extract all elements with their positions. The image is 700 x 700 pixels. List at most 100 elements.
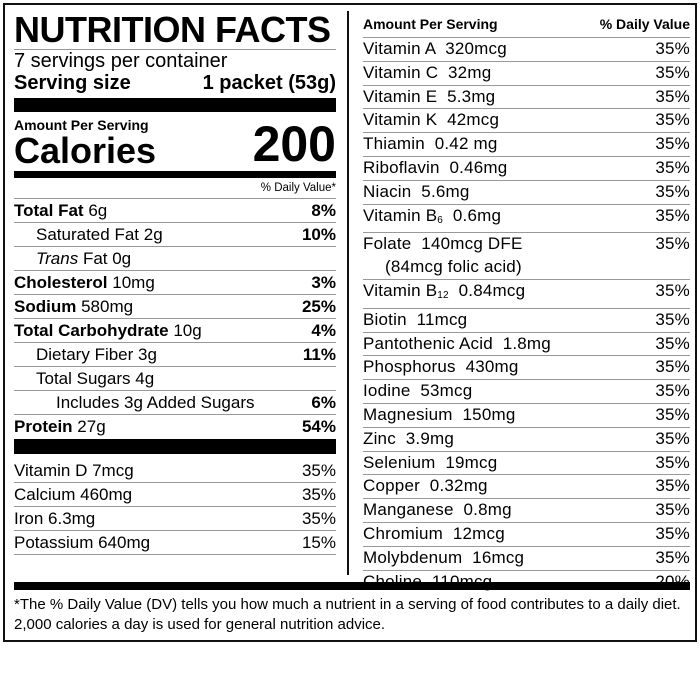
vitamin-text: Vitamin B12 0.84mcg	[363, 280, 525, 308]
vitamin-row: Phosphorus 430mg 35%	[363, 356, 690, 381]
vitamin-dv: 35%	[655, 205, 690, 225]
calories-value: 200	[252, 116, 336, 172]
nutrient-amount: 4g	[135, 369, 155, 388]
nutrient-name: Sodium	[14, 297, 77, 316]
vitamin-dv: 35%	[655, 333, 690, 353]
vitamin-text: Molybdenum 16mcg	[363, 547, 524, 570]
mineral-dv: 35%	[301, 509, 336, 528]
footnote: *The % Daily Value (DV) tells you how mu…	[14, 596, 681, 633]
nutrient-name: Total Carbohydrate	[14, 321, 169, 340]
vitamin-text: Copper 0.32mg	[363, 475, 488, 498]
vitamin-dv: 35%	[655, 86, 690, 106]
servings-per-container: 7 servings per container	[14, 50, 228, 72]
nutrition-facts-label: NUTRITION FACTS 7 servings per container…	[3, 3, 697, 642]
serving-size: Serving size 1 packet (53g)	[14, 72, 336, 94]
vitamin-dv: 35%	[655, 181, 690, 201]
vitamin-name: Riboflavin 0.46mg	[363, 157, 508, 177]
mineral-row: Vitamin D 7mcg 35%	[14, 459, 336, 483]
vitamin-text: Chromium 12mcg	[363, 523, 505, 546]
nutrient-row-cholesterol: Cholesterol 10mg 3%	[14, 271, 336, 295]
vitamin-text: Vitamin C 32mg	[363, 62, 491, 85]
right-column: Amount Per Serving % Daily Value Vitamin…	[363, 11, 690, 593]
vitamin-name: Selenium 19mcg	[363, 452, 498, 472]
vitamin-name: Biotin 11mcg	[363, 309, 468, 329]
vitamin-name: Molybdenum 16mcg	[363, 547, 525, 567]
vitamin-row: Magnesium 150mg 35%	[363, 404, 690, 428]
thick-divider	[14, 98, 336, 112]
vitamin-name: Magnesium 150mg	[363, 404, 516, 424]
calories-row: Amount Per Serving Calories 200	[14, 117, 336, 169]
vitamin-amount: 0.84mcg	[448, 280, 526, 300]
subscript: 12	[437, 289, 449, 301]
vitamin-row: Chromium 12mcg 35%	[363, 523, 690, 547]
vitamin-amount: 0.6mg	[443, 205, 502, 225]
vitamin-name: Chromium 12mcg	[363, 523, 505, 543]
vitamin-row: Vitamin K 42mcg 35%	[363, 109, 690, 134]
vitamin-name: Zinc 3.9mg	[363, 428, 455, 448]
vitamin-name: Pantothenic Acid 1.8mg	[363, 333, 551, 353]
vitamin-text: Biotin 11mcg	[363, 309, 467, 332]
vitamin-dv: 35%	[655, 523, 690, 543]
nutrient-amount: 10g	[173, 321, 202, 340]
nutrient-name: Cholesterol	[14, 273, 108, 292]
nutrient-amount: 6g	[88, 201, 108, 220]
vitamin-name: Vitamin K 42mcg	[363, 110, 500, 130]
nutrient-row-total-carbohydrate: Total Carbohydrate 10g 4%	[14, 319, 336, 343]
vitamin-row: Vitamin B6 0.6mg 35%	[363, 205, 690, 234]
vitamin-text: Folate 140mcg DFE (84mcg folic acid)	[363, 233, 523, 279]
vitamin-text: Manganese 0.8mg	[363, 499, 512, 522]
mineral-dv: 35%	[301, 461, 336, 480]
vitamin-dv: 35%	[655, 157, 690, 177]
thick-divider	[14, 582, 690, 590]
nutrient-dv: 25%	[301, 297, 336, 316]
nutrient-row-added-sugars: Includes 3g Added Sugars 6%	[14, 391, 336, 415]
vitamin-name: Niacin 5.6mg	[363, 181, 470, 201]
vitamin-name: Vitamin A 320mcg	[363, 39, 507, 58]
vitamin-dv: 35%	[655, 39, 690, 58]
vitamin-name: Manganese 0.8mg	[363, 500, 512, 520]
vitamin-row: Molybdenum 16mcg 35%	[363, 547, 690, 571]
vitamin-row: Vitamin E 5.3mg 35%	[363, 86, 690, 110]
nutrient-dv: 54%	[301, 417, 336, 436]
vitamin-row: Manganese 0.8mg 35%	[363, 499, 690, 523]
nutrient-dv: 6%	[311, 393, 336, 412]
vitamin-name: Vitamin B	[363, 205, 438, 225]
mineral-row: Calcium 460mg 35%	[14, 483, 336, 507]
vitamin-text: Thiamin 0.42 mg	[363, 133, 498, 156]
vitamin-text: Vitamin A 320mcg	[363, 38, 507, 61]
vitamin-row: Vitamin B12 0.84mcg 35%	[363, 280, 690, 309]
vitamin-name: Iodine 53mcg	[363, 381, 473, 401]
vitamin-text: Vitamin B6 0.6mg	[363, 205, 501, 233]
amount-per-serving: Amount Per Serving	[14, 117, 149, 133]
vitamin-name: Vitamin C 32mg	[363, 62, 492, 82]
vitamin-dv: 35%	[655, 476, 690, 496]
vitamin-name: Vitamin B	[363, 280, 438, 300]
vitamin-dv: 35%	[655, 357, 690, 377]
vitamin-name: Thiamin 0.42 mg	[363, 134, 498, 154]
amount-per-serving-header: Amount Per Serving	[363, 16, 498, 32]
nutrient-dv: 8%	[311, 201, 336, 220]
nutrient-name: Trans	[36, 249, 79, 268]
nutrient-amount: Fat 0g	[82, 249, 132, 268]
vitamin-text: Vitamin K 42mcg	[363, 109, 499, 132]
column-divider	[347, 11, 349, 575]
serving-size-label: Serving size	[14, 72, 131, 94]
nutrient-name: Total Fat	[14, 201, 84, 220]
vitamin-dv: 35%	[655, 500, 690, 520]
thick-divider	[14, 439, 336, 454]
vitamin-dv: 35%	[655, 547, 690, 567]
vitamin-text: Zinc 3.9mg	[363, 428, 454, 451]
nutrient-row-protein: Protein 27g 54%	[14, 415, 336, 438]
vitamin-row: Vitamin C 32mg 35%	[363, 62, 690, 86]
nutrient-amount: 2g	[143, 225, 163, 244]
vitamin-text: Vitamin E 5.3mg	[363, 86, 495, 109]
vitamin-dv: 35%	[655, 452, 690, 472]
nutrient-dv: 10%	[301, 225, 336, 244]
nutrient-name: Protein	[14, 417, 73, 436]
daily-value-header: % Daily Value*	[14, 178, 336, 199]
vitamin-list: Vitamin A 320mcg 35% Vitamin C 32mg 35% Vita…	[363, 38, 690, 593]
mineral-text: Vitamin D 7mcg	[14, 461, 134, 480]
vitamin-name: Vitamin E 5.3mg	[363, 86, 496, 106]
vitamin-text: Niacin 5.6mg	[363, 181, 470, 204]
nutrient-name: Dietary Fiber	[36, 345, 134, 364]
